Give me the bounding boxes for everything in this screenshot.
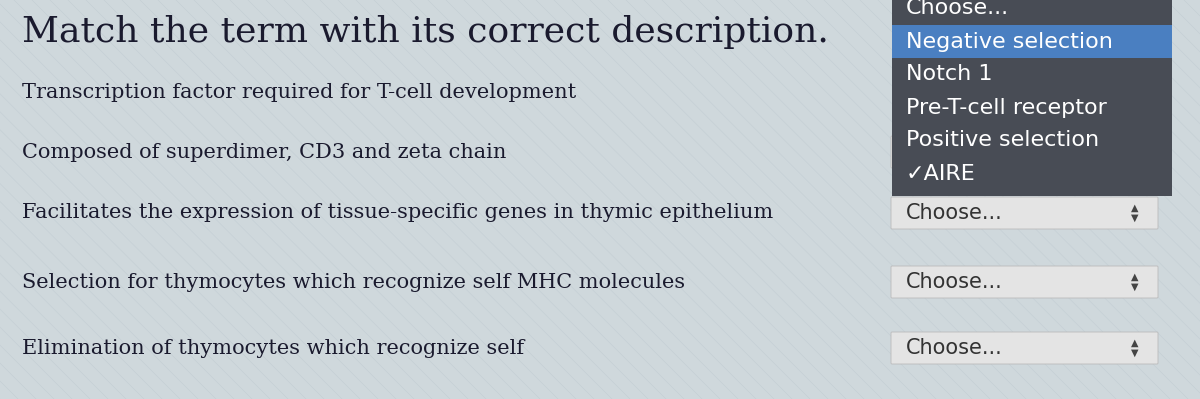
Text: Match the term with its correct description.: Match the term with its correct descript… (22, 15, 829, 49)
Text: Choose...: Choose... (906, 338, 1003, 358)
Text: Transcription factor required for T-cell development: Transcription factor required for T-cell… (22, 83, 576, 101)
Text: ▼: ▼ (1132, 348, 1139, 358)
Text: Choose...: Choose... (906, 272, 1003, 292)
Bar (892, 0, 1172, 196)
Text: Pre-T-cell receptor: Pre-T-cell receptor (906, 97, 1106, 117)
Text: Selection for thymocytes which recognize self MHC molecules: Selection for thymocytes which recognize… (22, 273, 685, 292)
Text: Choose...: Choose... (906, 142, 1003, 162)
Text: ▼: ▼ (1132, 213, 1139, 223)
Text: Choose...: Choose... (906, 0, 1009, 18)
Text: ▲: ▲ (1132, 272, 1139, 282)
Text: Elimination of thymocytes which recognize self: Elimination of thymocytes which recogniz… (22, 338, 524, 358)
FancyBboxPatch shape (890, 332, 1158, 364)
FancyBboxPatch shape (890, 136, 1158, 168)
Text: Notch 1: Notch 1 (906, 65, 992, 85)
FancyBboxPatch shape (890, 266, 1158, 298)
Text: Choose...: Choose... (906, 203, 1003, 223)
Text: ▲: ▲ (1132, 338, 1139, 348)
Text: ▼: ▼ (1132, 282, 1139, 292)
Text: ▲: ▲ (1132, 203, 1139, 213)
Text: Negative selection: Negative selection (906, 32, 1112, 51)
Text: Facilitates the expression of tissue-specific genes in thymic epithelium: Facilitates the expression of tissue-spe… (22, 203, 773, 223)
Text: ▲: ▲ (1132, 142, 1139, 152)
Bar (892, 25, 1172, 58)
Text: Composed of superdimer, CD3 and zeta chain: Composed of superdimer, CD3 and zeta cha… (22, 142, 506, 162)
FancyBboxPatch shape (890, 197, 1158, 229)
Text: Positive selection: Positive selection (906, 130, 1099, 150)
Text: ▼: ▼ (1132, 152, 1139, 162)
Text: ✓AIRE: ✓AIRE (906, 164, 976, 184)
